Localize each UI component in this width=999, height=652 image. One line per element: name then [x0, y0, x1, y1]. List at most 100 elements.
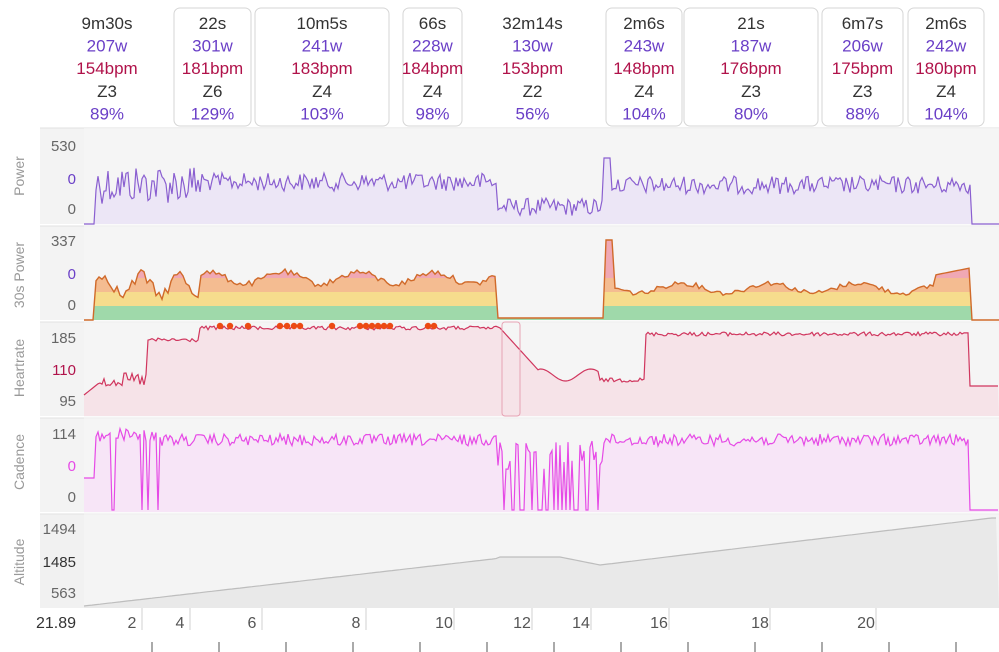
interval-pct: 56% [515, 104, 549, 123]
interval-box [605, 7, 683, 127]
interval-boxes [173, 7, 985, 127]
interval-duration: 2m6s [623, 14, 665, 33]
x-tick-label: 16 [650, 615, 668, 632]
interval-duration: 32m14s [502, 14, 562, 33]
interval-bpm: 153bpm [502, 59, 563, 78]
altitude-tick-max: 1494 [43, 521, 76, 538]
interval-watts: 301w [192, 37, 233, 56]
x-axis: 2 4 6 8 10 12 14 16 18 20 [84, 608, 999, 652]
interval-bpm: 181bpm [182, 59, 243, 78]
interval-box [254, 7, 390, 127]
interval-watts: 206w [842, 37, 883, 56]
cadence-tick-max: 114 [52, 426, 76, 443]
heartrate-tick-min: 95 [59, 393, 76, 410]
chart-series [83, 157, 999, 608]
heartrate-axis-title: Heartrate [11, 339, 27, 398]
heartrate-tick-max: 185 [51, 330, 76, 347]
x-tick-label: 4 [176, 615, 185, 632]
interval-box [907, 7, 985, 127]
interval-labels: 9m30s 207w 154bpm Z3 89% 22s 301w 181bpm Z6 129% 1… [76, 14, 976, 123]
interval-zone: Z3 [97, 82, 117, 101]
interval-duration: 22s [199, 14, 226, 33]
heartrate-max-marker [283, 322, 291, 330]
altitude-line [83, 517, 996, 607]
power30s-tick-max: 337 [51, 233, 76, 250]
interval-duration: 21s [737, 14, 764, 33]
interval-zone: Z4 [423, 82, 443, 101]
heartrate-max-marker [424, 322, 432, 330]
heartrate-line [83, 325, 998, 396]
x-axis-bg [84, 608, 999, 652]
interval-zone: Z6 [203, 82, 223, 101]
x-tick-label: 12 [513, 615, 531, 632]
interval-duration: 66s [419, 14, 446, 33]
power-tick-min: 0 [68, 201, 76, 218]
cadence-line [84, 426, 998, 511]
x-tick-label: 6 [248, 615, 257, 632]
interval-bpm: 183bpm [291, 59, 352, 78]
heartrate-max-marker [244, 322, 252, 330]
heartrate-max-marker [216, 322, 224, 330]
interval-duration: 2m6s [925, 14, 967, 33]
heartrate-max-marker [296, 322, 304, 330]
heartrate-max-marker [356, 322, 364, 330]
heartrate-max-marker [276, 322, 284, 330]
heartrate-max-marker [368, 322, 376, 330]
interval-bpm: 180bpm [915, 59, 976, 78]
interval-watts: 207w [87, 37, 128, 56]
cadence-axis-title: Cadence [11, 434, 27, 490]
heartrate-max-marker [362, 322, 370, 330]
heartrate-max-marker [290, 322, 298, 330]
interval-bpm: 176bpm [720, 59, 781, 78]
x-tick-label: 8 [352, 615, 361, 632]
interval-bpm: 154bpm [76, 59, 137, 78]
x-tick-label: 20 [857, 615, 875, 632]
x-axis-start-label: 21.89 [36, 615, 76, 632]
interval-pct: 89% [90, 104, 124, 123]
interval-watts: 243w [624, 37, 665, 56]
power30s-line [84, 239, 999, 321]
interval-pct: 103% [300, 104, 343, 123]
heartrate-max-marker [226, 322, 234, 330]
interval-box [173, 7, 252, 127]
interval-watts: 187w [731, 37, 772, 56]
interval-box [402, 7, 463, 127]
interval-zone: Z3 [741, 82, 761, 101]
interval-box [683, 7, 819, 127]
heartrate-max-marker [430, 322, 438, 330]
interval-pct: 98% [415, 104, 449, 123]
heartrate-max-marker [374, 322, 382, 330]
interval-box [821, 7, 904, 127]
heartrate-tick-mid: 110 [52, 362, 76, 379]
cadence-tick-mid: 0 [68, 458, 76, 475]
power30s-tick-min: 0 [68, 297, 76, 314]
heartrate-area [84, 326, 999, 416]
x-tick-label: 14 [572, 615, 590, 632]
power-tick-mid: 0 [68, 171, 76, 188]
interval-watts: 242w [926, 37, 967, 56]
power-area [84, 158, 999, 224]
interval-zone: Z3 [853, 82, 873, 101]
cadence-tick-min: 0 [68, 489, 76, 506]
altitude-area [84, 518, 999, 608]
x-tick-label: 18 [751, 615, 769, 632]
interval-duration: 6m7s [842, 14, 884, 33]
power-axis-title: Power [11, 156, 27, 196]
interval-zone: Z4 [936, 82, 956, 101]
x-tick-label: 2 [128, 615, 137, 632]
interval-zone: Z4 [634, 82, 654, 101]
interval-zone: Z2 [523, 82, 543, 101]
altitude-tick-mid: 1485 [43, 554, 76, 571]
interval-duration: 9m30s [81, 14, 132, 33]
power30s-axis-title: 30s Power [11, 242, 27, 308]
power-line [84, 157, 999, 225]
cadence-area [84, 428, 999, 512]
interval-zone: Z4 [312, 82, 332, 101]
interval-pct: 88% [845, 104, 879, 123]
x-tick-label: 10 [435, 615, 453, 632]
power-tick-max: 530 [51, 138, 76, 155]
interval-pct: 129% [191, 104, 234, 123]
altitude-axis-title: Altitude [11, 538, 27, 585]
heartrate-max-marker [328, 322, 336, 330]
